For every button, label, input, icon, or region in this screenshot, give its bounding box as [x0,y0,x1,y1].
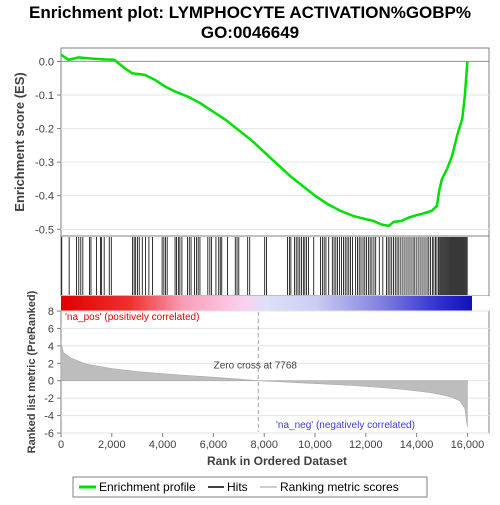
x-tick-label: 6,000 [200,439,228,451]
x-axis-label: Rank in Ordered Dataset [207,454,347,468]
ranked-y-tick-label: 6 [48,323,54,335]
hits-group [61,237,468,295]
ranked-metric-area-group [60,343,468,427]
x-tick-label: 12,000 [349,439,383,451]
chart-title-line1: Enrichment plot: LYMPHOCYTE ACTIVATION%G… [29,3,471,22]
es-y-axis-label: Enrichment score (ES) [12,72,27,211]
x-tick-label: 16,000 [451,439,485,451]
ranked-y-tick-label: 8 [48,306,54,318]
es-y-tick-label: -0.4 [35,191,54,203]
ranked-y-tick-label: -4 [44,411,54,423]
zero-cross-label: Zero cross at 7768 [214,361,298,372]
ranked-y-tick-label: 0 [48,376,54,388]
es-y-tick-label: -0.1 [35,90,54,102]
es-y-tick-label: -0.3 [35,157,54,169]
es-panel-frame [60,47,490,237]
ranked-y-tick-label: -2 [44,393,54,405]
negative-correlation-label: 'na_neg' (negatively correlated) [276,420,415,431]
es-y-tick-label: -0.2 [35,124,54,136]
ranked-y-tick-label: 4 [48,341,54,353]
chart-title-line2: GO:0046649 [201,23,299,42]
es-y-ticks: 0.0 -0.1 -0.2 -0.3 -0.4 -0.5 [35,56,61,236]
ranked-y-axis-label: Ranked list metric (PreRanked) [26,290,38,453]
ranked-metric-area [60,343,468,427]
es-y-tick-label: -0.5 [35,224,54,236]
ranked-gridlines [61,310,489,434]
es-y-tick-label: 0.0 [39,56,54,68]
x-tick-label: 10,000 [298,439,332,451]
legend-box [72,476,428,498]
x-axis-ticks: 0 2,000 4,000 6,000 8,000 10,000 12,000 14,000 1… [58,433,484,451]
ranked-y-ticks: 8 6 4 2 0 -2 -4 -6 [44,306,61,440]
es-gridlines [61,60,489,230]
x-tick-label: 0 [58,439,64,451]
ranked-y-tick-label: 2 [48,358,54,370]
x-tick-label: 14,000 [400,439,434,451]
legend-label-hits: Hits [227,480,248,494]
es-line [60,53,469,228]
positive-correlation-label: 'na_pos' (positively correlated) [65,312,199,323]
ranking-color-bar-tail [472,296,489,311]
ranked-y-tick-label: -6 [44,428,54,440]
es-line-group [60,53,469,228]
x-tick-label: 8,000 [250,439,278,451]
x-tick-label: 2,000 [98,439,126,451]
x-tick-label: 4,000 [149,439,177,451]
legend-label-enrichment-profile: Enrichment profile [99,480,196,494]
ranking-color-bar [61,296,472,311]
legend-label-ranking-metric: Ranking metric scores [280,480,399,494]
